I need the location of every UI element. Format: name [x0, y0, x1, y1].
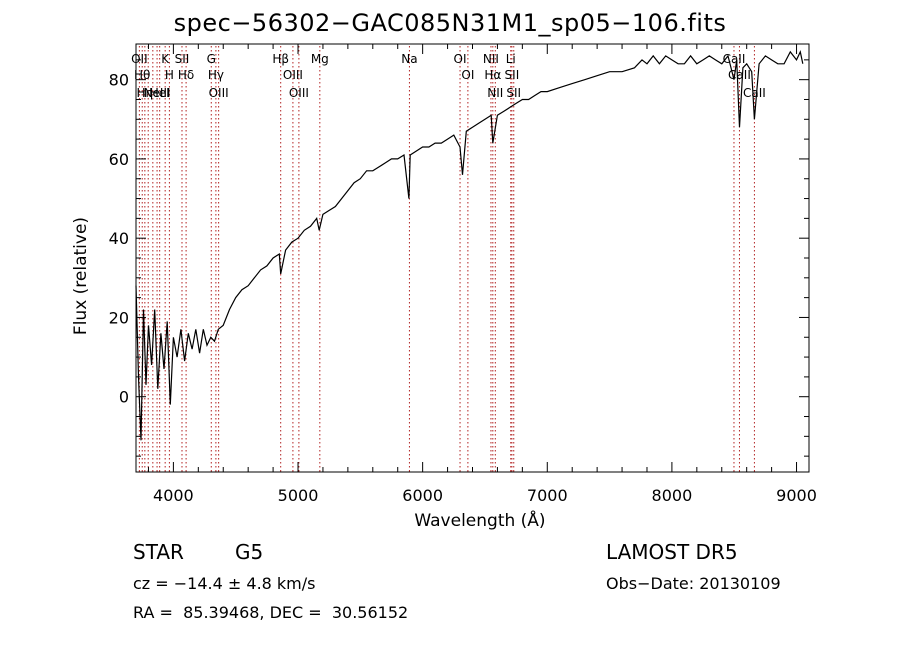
x-tick-label: 9000 [776, 486, 817, 505]
spectral-line-label: Hβ [272, 52, 289, 66]
spectral-line-label: Li [506, 52, 516, 66]
spectral-line-label: NII [487, 86, 503, 100]
axes: 4000 5000 6000 7000 8000 9000 0 20 40 60 80 [109, 44, 817, 505]
x-tick-label: 7000 [527, 486, 568, 505]
y-tick-label: 40 [109, 229, 129, 248]
spectral-line-label: H [165, 68, 174, 82]
spectral-line-label: Mg [311, 52, 329, 66]
object-subclass: G5 [235, 540, 264, 564]
spectral-line-label: OIII [209, 86, 229, 100]
spectral-line-label: SII [175, 52, 190, 66]
spectral-line-label: Hδ [178, 68, 194, 82]
spectral-line-label: SII [506, 86, 521, 100]
spectral-line-label: K [161, 52, 170, 66]
x-tick-label: 8000 [652, 486, 693, 505]
plot-frame [135, 43, 810, 473]
y-tick-label: 80 [109, 71, 129, 90]
spectral-line-label: OIII [289, 86, 309, 100]
spectral-line-label: SII [505, 68, 520, 82]
x-tick-label: 4000 [153, 486, 194, 505]
spectral-line-label: OI [461, 68, 474, 82]
y-axis-label: Flux (relative) [71, 216, 91, 336]
spectral-line-label: NII [483, 52, 499, 66]
obs-date: Obs−Date: 20130109 [606, 574, 781, 593]
spectrum-line [135, 50, 804, 441]
spectral-line-label: NeIII [144, 86, 171, 100]
y-tick-label: 60 [109, 150, 129, 169]
chart-title: spec−56302−GAC085N31M1_sp05−106.fits [173, 9, 727, 37]
spectral-line-label: HeI [150, 86, 170, 100]
y-tick-label: 0 [119, 388, 129, 407]
spectral-line-label: Hθ [134, 68, 150, 82]
spectral-line-label: OIII [283, 68, 303, 82]
object-type: STAR [133, 540, 184, 564]
spectral-line-label: Hα [484, 68, 501, 82]
spectral-line-label: G [207, 52, 216, 66]
x-axis-label: Wavelength (Å) [414, 511, 546, 531]
redshift-text: cz = −14.4 ± 4.8 km/s [133, 574, 316, 593]
y-tick-label: 20 [109, 308, 129, 327]
spectral-line-label: Hγ [208, 68, 224, 82]
x-tick-label: 5000 [278, 486, 319, 505]
spectral-line-markers [138, 46, 755, 472]
coordinates: RA = 85.39468, DEC = 30.56152 [133, 603, 409, 622]
spectral-line-label: Hη [137, 86, 154, 100]
spectral-line-label: OII [131, 52, 148, 66]
spectral-line-label: OI [454, 52, 467, 66]
spectral-line-label: CaII [743, 86, 766, 100]
spectral-line-label: Na [401, 52, 417, 66]
x-tick-label: 6000 [402, 486, 443, 505]
survey-name: LAMOST DR5 [606, 540, 738, 564]
